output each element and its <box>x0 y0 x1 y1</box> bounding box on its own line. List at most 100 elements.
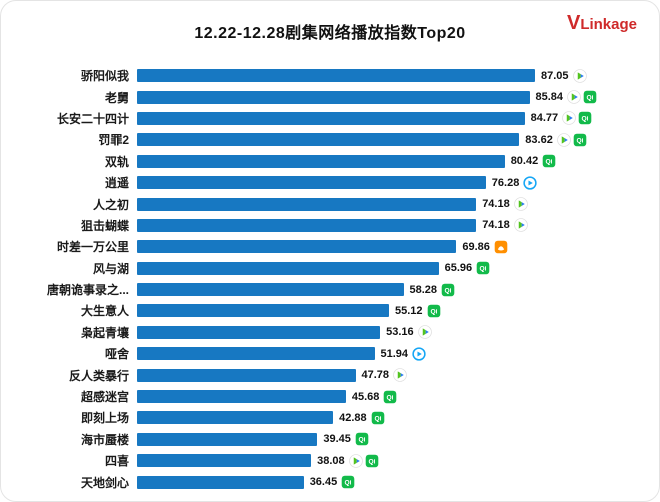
bar <box>137 261 439 275</box>
bar-value: 74.18 <box>482 219 510 232</box>
bar <box>137 325 381 339</box>
series-label: 大生意人 <box>80 304 129 319</box>
svg-text:Qi: Qi <box>345 480 352 487</box>
series-label: 人之初 <box>92 197 129 212</box>
svg-text:Qi: Qi <box>582 116 589 123</box>
iqiyi-icon: Qi <box>355 433 369 446</box>
series-label: 哑舍 <box>104 347 129 362</box>
bar <box>137 454 312 468</box>
youku-icon <box>412 347 426 361</box>
series-label: 海市蜃楼 <box>80 432 129 447</box>
chart-row: 枭起青壤 53.16 <box>11 322 647 343</box>
youku-icon <box>523 175 537 190</box>
platform-icons: Qi <box>441 283 455 297</box>
bar <box>137 197 477 211</box>
svg-text:Qi: Qi <box>368 458 375 465</box>
chart-row: 双轨 80.42 Qi <box>11 151 647 172</box>
platform-icons <box>513 197 528 211</box>
series-label: 即刻上场 <box>80 411 129 426</box>
tencent-video-icon <box>393 368 407 382</box>
platform-icons: Qi <box>562 111 592 126</box>
platform-icons <box>513 218 528 233</box>
tencent-video-icon <box>567 90 581 104</box>
chart-row: 时差一万公里 69.86 <box>11 236 647 257</box>
series-label: 枭起青壤 <box>80 325 129 340</box>
platform-icons <box>393 368 407 382</box>
bar-value: 84.77 <box>530 112 559 125</box>
platform-icons <box>572 68 587 83</box>
bar-value: 74.18 <box>482 198 510 211</box>
bar <box>137 390 346 404</box>
platform-icons: Qi <box>348 453 379 468</box>
tencent-video-icon <box>417 325 432 340</box>
chart-row: 哑舍 51.94 <box>11 343 647 364</box>
chart-row: 超感迷宫 45.68 Qi <box>11 386 647 407</box>
mango-tv-icon <box>494 240 508 254</box>
platform-icons: Qi <box>427 304 441 318</box>
platform-icons <box>417 325 432 340</box>
bar-value: 55.12 <box>395 304 423 317</box>
tencent-video-icon <box>557 133 571 147</box>
bar-value: 58.28 <box>409 283 438 296</box>
platform-icons: Qi <box>355 432 369 446</box>
series-label: 天地剑心 <box>80 475 129 490</box>
bar-value: 87.05 <box>541 69 569 82</box>
chart-row: 狙击蝴蝶 74.18 <box>11 215 647 236</box>
bar-chart: 骄阳似我 87.05 老舅 85.84 Qi 长安二十四计 84.77 Qi 罚… <box>1 59 659 493</box>
chart-row: 逍遥 76.28 <box>11 172 647 193</box>
chart-row: 长安二十四计 84.77 Qi <box>11 108 647 129</box>
chart-row: 骄阳似我 87.05 <box>11 65 647 86</box>
bar-value: 51.94 <box>380 347 409 360</box>
iqiyi-icon: Qi <box>441 283 455 296</box>
bar-value: 69.86 <box>462 240 490 253</box>
series-label: 唐朝诡事录之... <box>46 283 129 298</box>
platform-icons: Qi <box>557 133 587 147</box>
series-label: 反人类暴行 <box>68 368 129 383</box>
svg-text:Qi: Qi <box>358 437 365 444</box>
bar-value: 65.96 <box>444 262 473 275</box>
bar <box>137 411 334 425</box>
bar-value: 45.68 <box>351 390 380 403</box>
bar <box>137 133 520 147</box>
bar <box>137 347 375 361</box>
bar-value: 80.42 <box>510 155 539 168</box>
bar-value: 83.62 <box>525 133 553 146</box>
bar <box>137 69 535 83</box>
bar-value: 76.28 <box>491 176 520 189</box>
chart-row: 风与湖 65.96 Qi <box>11 258 647 279</box>
series-label: 逍遥 <box>104 176 129 191</box>
iqiyi-icon: Qi <box>371 411 384 425</box>
bar <box>137 432 318 446</box>
chart-row: 反人类暴行 47.78 <box>11 364 647 385</box>
svg-text:Qi: Qi <box>576 138 583 145</box>
series-label: 四喜 <box>104 454 129 469</box>
series-label: 双轨 <box>104 154 129 169</box>
iqiyi-icon: Qi <box>573 133 587 147</box>
bar-value: 47.78 <box>361 369 390 382</box>
platform-icons <box>494 240 508 254</box>
chart-row: 罚罪2 83.62 Qi <box>11 129 647 150</box>
tencent-video-icon <box>348 453 363 468</box>
platform-icons: Qi <box>371 411 385 425</box>
bar <box>137 154 505 168</box>
platform-icons <box>412 347 426 361</box>
bar-value: 36.45 <box>309 476 338 489</box>
bar-value: 38.08 <box>317 454 345 467</box>
bar <box>137 176 486 190</box>
bar <box>137 240 457 254</box>
platform-icons: Qi <box>567 90 597 104</box>
iqiyi-icon: Qi <box>384 390 397 403</box>
platform-icons <box>523 175 537 190</box>
series-label: 时差一万公里 <box>56 240 129 255</box>
chart-row: 天地剑心 36.45 Qi <box>11 471 647 492</box>
chart-row: 即刻上场 42.88 Qi <box>11 407 647 428</box>
bar <box>137 283 404 297</box>
series-label: 老舅 <box>104 90 129 105</box>
iqiyi-icon: Qi <box>583 90 597 104</box>
tencent-video-icon <box>562 111 576 126</box>
bar-value: 85.84 <box>535 91 564 104</box>
svg-text:Qi: Qi <box>374 416 381 423</box>
iqiyi-icon: Qi <box>476 261 490 275</box>
platform-icons: Qi <box>476 261 490 275</box>
